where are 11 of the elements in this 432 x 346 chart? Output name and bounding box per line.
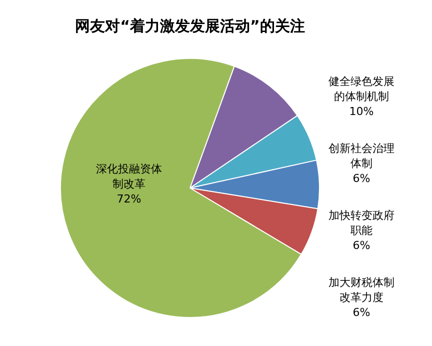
- slice-label: 健全绿色发展的体制机制: [328, 75, 394, 104]
- data-label: 6%: [352, 239, 370, 252]
- data-label: 6%: [352, 172, 370, 186]
- data-label: 6%: [352, 306, 370, 319]
- slice-label: 加大财税体制改革力度: [328, 276, 394, 304]
- data-label: 72%: [116, 192, 142, 206]
- slice-label: 深化投融资体制改革: [96, 162, 162, 191]
- slice-label: 创新社会治理体制: [328, 142, 394, 170]
- chart-title: 网友对“着力激发发展活动”的关注: [75, 16, 305, 35]
- slice-label: 加快转变政府职能: [328, 209, 394, 238]
- data-label: 10%: [349, 105, 374, 118]
